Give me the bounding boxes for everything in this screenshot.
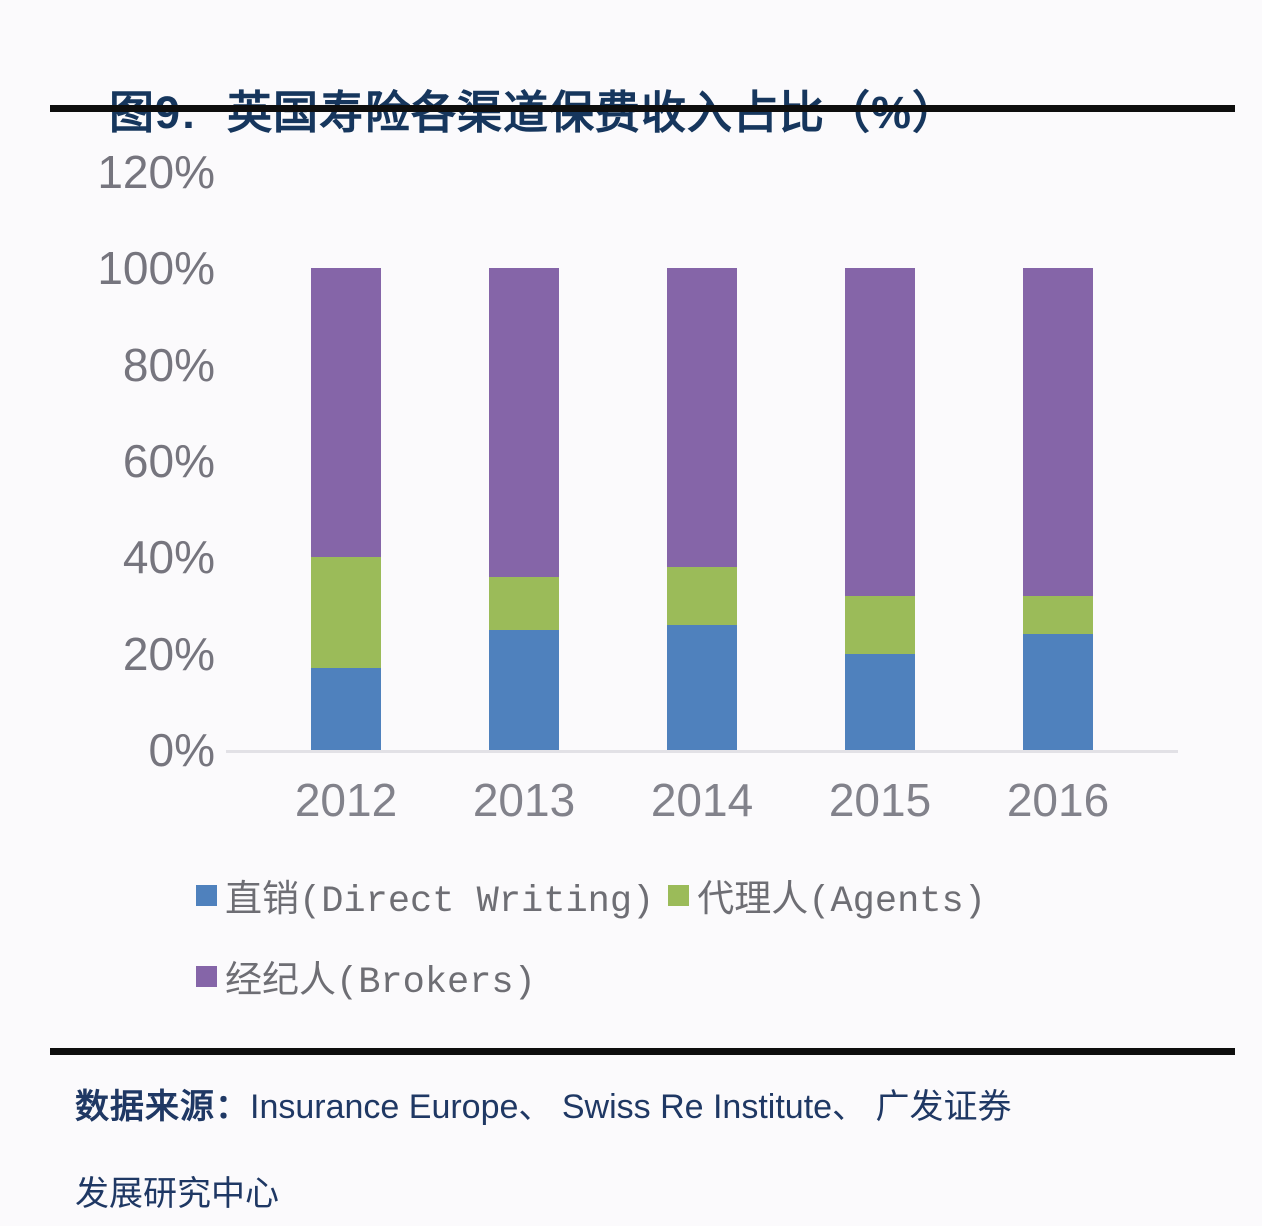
source-label: 数据来源： xyxy=(75,1088,250,1126)
y-tick-label: 40% xyxy=(122,531,215,584)
bar-slot-2012 xyxy=(257,172,435,750)
y-tick-label: 20% xyxy=(122,627,215,680)
x-axis-label: 2014 xyxy=(650,774,754,826)
source-line-2: 发展研究中心 xyxy=(75,1174,279,1213)
y-tick-label: 120% xyxy=(97,146,215,198)
bar-segment xyxy=(845,268,915,596)
figure-title: 图9: 英国寿险各渠道保费收入占比（%） xyxy=(55,24,958,193)
stacked-bar-2012 xyxy=(311,172,381,750)
y-axis: 0% 20% 40% 60% 80% 100% 120% xyxy=(0,149,215,773)
figure-title-text: 英国寿险各渠道保费收入占比（%） xyxy=(227,87,959,138)
y-tick-label: 100% xyxy=(97,242,215,295)
bar-segment xyxy=(667,268,737,567)
legend-swatch-icon xyxy=(196,966,217,987)
bar-segment xyxy=(667,624,737,750)
bars-container xyxy=(257,172,1147,750)
bar-segment xyxy=(1023,595,1093,635)
bar-segment xyxy=(311,268,381,558)
source-note: 数据来源：Insurance Europe、 Swiss Re Institut… xyxy=(75,1064,1225,1226)
legend-label: 经纪人(Brokers) xyxy=(225,962,536,1004)
bar-segment xyxy=(667,566,737,625)
legend-swatch-icon xyxy=(196,885,217,906)
stacked-bar-2016 xyxy=(1023,172,1093,750)
bar-segment xyxy=(311,557,381,669)
x-axis-labels: 2012 2013 2014 2015 2016 xyxy=(257,773,1147,827)
legend-item: 代理人(Agents) xyxy=(668,868,986,923)
bar-segment xyxy=(489,629,559,750)
x-axis-label: 2016 xyxy=(1006,774,1110,826)
figure-number: 图9: xyxy=(109,87,198,138)
x-axis-label: 2012 xyxy=(294,774,398,826)
x-axis-label: 2015 xyxy=(828,774,932,826)
y-tick-label: 60% xyxy=(122,435,215,487)
title-rule xyxy=(50,105,1235,112)
stacked-bar-2015 xyxy=(845,172,915,750)
stacked-bar-chart: 0% 20% 40% 60% 80% 100% 120% 2012 2013 2014 2015 2… xyxy=(0,149,1262,826)
bar-slot-2016 xyxy=(969,172,1147,750)
bar-segment xyxy=(1023,634,1093,750)
bar-segment xyxy=(1023,268,1093,596)
legend-label: 直销(Direct Writing) xyxy=(225,881,655,923)
bar-segment xyxy=(311,668,381,750)
bar-segment xyxy=(489,576,559,630)
bar-slot-2014 xyxy=(613,172,791,750)
legend-item: 经纪人(Brokers) xyxy=(196,949,536,1004)
y-tick-label: 0% xyxy=(148,724,215,776)
chart-legend: 直销(Direct Writing) 代理人(Agents) 经纪人(Brokers… xyxy=(196,868,1041,1004)
y-tick-label: 80% xyxy=(122,338,215,391)
stacked-bar-2014 xyxy=(667,172,737,750)
source-orgs: Insurance Europe、 Swiss Re Institute、 广发… xyxy=(250,1088,1012,1126)
bottom-rule xyxy=(50,1048,1235,1055)
bar-segment xyxy=(845,653,915,750)
legend-label: 代理人(Agents) xyxy=(697,881,986,923)
stacked-bar-2013 xyxy=(489,172,559,750)
bar-slot-2015 xyxy=(791,172,969,750)
x-axis-label: 2013 xyxy=(472,774,576,826)
bar-segment xyxy=(845,595,915,654)
legend-swatch-icon xyxy=(668,885,690,906)
x-axis-line xyxy=(226,750,1178,753)
legend-item: 直销(Direct Writing) xyxy=(196,868,654,923)
bar-segment xyxy=(489,268,559,577)
bar-slot-2013 xyxy=(435,172,613,750)
source-line-1: 数据来源：Insurance Europe、 Swiss Re Institut… xyxy=(75,1064,1225,1151)
